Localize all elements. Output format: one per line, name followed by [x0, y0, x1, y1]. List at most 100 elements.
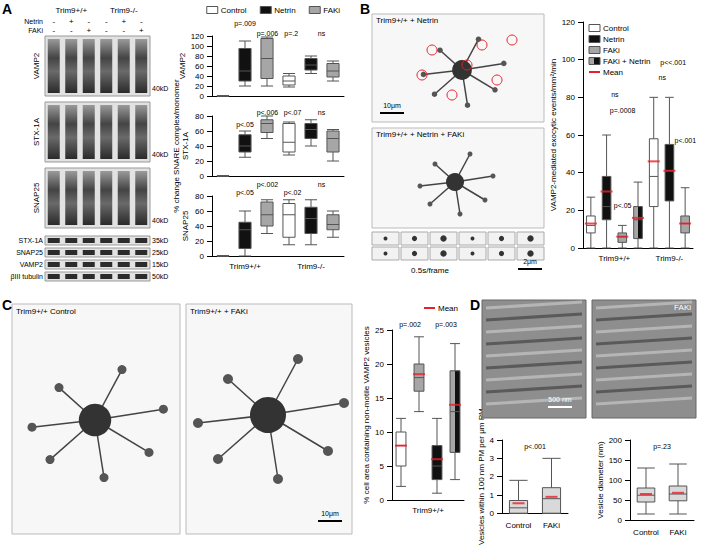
svg-text:FAKi: FAKi	[603, 46, 620, 55]
svg-text:40: 40	[195, 222, 204, 231]
svg-text:0: 0	[618, 516, 623, 525]
svg-text:Netrin: Netrin	[24, 18, 43, 25]
svg-text:5: 5	[380, 462, 385, 471]
svg-text:80: 80	[195, 192, 204, 201]
svg-text:Control: Control	[603, 24, 629, 33]
svg-text:-: -	[140, 17, 143, 26]
svg-text:120: 120	[191, 32, 205, 41]
svg-text:25kD: 25kD	[152, 249, 168, 256]
svg-text:p<.002: p<.002	[257, 181, 279, 189]
svg-text:p<.001: p<.001	[674, 137, 696, 145]
svg-text:VAMP2: VAMP2	[20, 261, 43, 268]
svg-text:Vesicles within 100 nm PM per: Vesicles within 100 nm PM per μm PM	[477, 408, 486, 545]
svg-text:Trim9+/+ + FAKi: Trim9+/+ + FAKi	[190, 307, 248, 316]
svg-text:35kD: 35kD	[152, 237, 168, 244]
svg-text:p=.23: p=.23	[653, 443, 671, 451]
svg-text:βIII tubulin: βIII tubulin	[11, 273, 44, 281]
svg-text:FAKi: FAKi	[543, 521, 560, 530]
svg-text:40: 40	[195, 72, 204, 81]
svg-text:Trim9+/+: Trim9+/+	[412, 506, 444, 515]
svg-text:0: 0	[200, 92, 205, 101]
svg-text:-: -	[70, 26, 73, 35]
svg-text:25: 25	[375, 326, 384, 335]
svg-text:VAMP2: VAMP2	[32, 52, 41, 79]
svg-text:2μm: 2μm	[523, 258, 537, 266]
svg-text:20: 20	[375, 360, 384, 369]
svg-text:0: 0	[490, 509, 495, 518]
svg-text:SNAP25: SNAP25	[181, 210, 190, 241]
svg-text:D: D	[470, 297, 480, 313]
svg-text:Trim9-/-: Trim9-/-	[297, 262, 325, 271]
svg-text:p<.05: p<.05	[236, 121, 254, 129]
svg-text:p<.001: p<.001	[524, 443, 546, 451]
svg-text:ns: ns	[318, 181, 326, 188]
svg-text:STX-1A: STX-1A	[181, 131, 190, 160]
svg-text:p=.009: p=.009	[234, 20, 256, 28]
svg-text:VAMP2: VAMP2	[178, 52, 187, 79]
svg-text:ns: ns	[611, 91, 619, 98]
svg-text:0: 0	[200, 172, 205, 181]
svg-text:p=.003: p=.003	[435, 321, 457, 329]
svg-text:Trim9+/+: Trim9+/+	[599, 254, 631, 263]
svg-text:Trim9+/+: Trim9+/+	[55, 6, 87, 15]
svg-text:50: 50	[613, 496, 622, 505]
svg-text:STX-1A: STX-1A	[32, 117, 41, 146]
svg-text:0: 0	[571, 244, 576, 253]
svg-text:-: -	[105, 17, 108, 26]
svg-text:Netrin: Netrin	[603, 35, 624, 44]
svg-text:80: 80	[566, 93, 575, 102]
svg-text:Control: Control	[506, 521, 532, 530]
svg-text:500 nm: 500 nm	[548, 396, 572, 403]
svg-text:1: 1	[490, 491, 495, 500]
svg-text:20: 20	[566, 206, 575, 215]
svg-text:p=.2: p=.2	[284, 30, 298, 38]
svg-text:Mean: Mean	[603, 68, 623, 77]
svg-text:p=.006: p=.006	[257, 30, 279, 38]
svg-text:p=.002: p=.002	[399, 321, 421, 329]
svg-text:FAKi + Netrin: FAKi + Netrin	[603, 57, 650, 66]
svg-text:150: 150	[609, 456, 623, 465]
svg-text:Netrin: Netrin	[274, 6, 295, 15]
svg-text:40: 40	[195, 142, 204, 151]
svg-text:10: 10	[375, 428, 384, 437]
svg-text:60: 60	[195, 207, 204, 216]
svg-text:+: +	[139, 26, 144, 35]
svg-text:50kD: 50kD	[152, 273, 168, 280]
svg-text:100: 100	[191, 42, 205, 51]
svg-text:Trim9+/+ + Netrin + FAKi: Trim9+/+ + Netrin + FAKi	[376, 130, 464, 139]
svg-text:A: A	[2, 1, 12, 17]
svg-text:VAMP2-mediated exocytic events: VAMP2-mediated exocytic events/mm²/min	[549, 59, 558, 211]
svg-text:15kD: 15kD	[152, 261, 168, 268]
svg-text:0.5s/frame: 0.5s/frame	[411, 266, 449, 275]
svg-text:200: 200	[609, 436, 623, 445]
svg-text:+: +	[69, 17, 74, 26]
svg-text:+: +	[121, 17, 126, 26]
svg-text:2: 2	[490, 472, 495, 481]
svg-text:120: 120	[562, 18, 576, 27]
svg-text:% cell area containing non-mot: % cell area containing non-motile VAMP2 …	[362, 326, 371, 503]
svg-text:Trim9+/+ + Netrin: Trim9+/+ + Netrin	[376, 16, 438, 25]
svg-text:p<.07: p<.07	[284, 109, 302, 117]
svg-text:ns: ns	[658, 74, 666, 81]
svg-text:20: 20	[195, 157, 204, 166]
svg-text:-: -	[105, 26, 108, 35]
svg-text:100: 100	[609, 476, 623, 485]
svg-text:FAKi: FAKi	[674, 303, 691, 312]
svg-text:p<.05: p<.05	[236, 189, 254, 197]
svg-text:-: -	[52, 17, 55, 26]
svg-text:60: 60	[195, 127, 204, 136]
svg-text:Trim9+/+ Control: Trim9+/+ Control	[16, 307, 76, 316]
svg-text:p<.05: p<.05	[614, 202, 632, 210]
svg-text:SNAP25: SNAP25	[16, 249, 43, 256]
svg-text:FAKi: FAKi	[28, 27, 43, 34]
svg-text:Mean: Mean	[438, 304, 458, 313]
svg-text:-: -	[87, 17, 90, 26]
svg-text:20: 20	[195, 237, 204, 246]
svg-text:80: 80	[195, 52, 204, 61]
svg-text:60: 60	[566, 131, 575, 140]
svg-text:60: 60	[195, 62, 204, 71]
svg-text:STX-1A: STX-1A	[18, 237, 43, 244]
svg-text:+: +	[86, 26, 91, 35]
svg-text:20: 20	[195, 82, 204, 91]
svg-text:-: -	[122, 26, 125, 35]
